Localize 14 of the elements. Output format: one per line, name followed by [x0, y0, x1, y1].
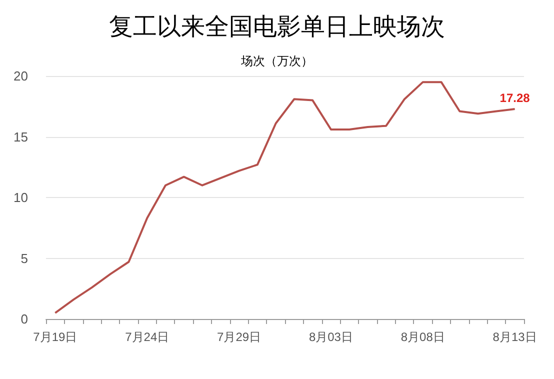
x-tick-label: 7月29日: [217, 330, 262, 344]
y-tick-label: 5: [20, 250, 28, 266]
x-tick-label: 8月08日: [400, 330, 445, 344]
y-tick-label: 0: [20, 312, 28, 326]
x-tick-label: 8月13日: [492, 330, 537, 344]
y-tick-label: 10: [14, 190, 28, 205]
y-tick-label: 15: [14, 129, 28, 144]
data-label: 17.28: [500, 91, 530, 106]
y-tick-label: 20: [14, 68, 28, 84]
x-tick-label: 7月19日: [33, 330, 78, 344]
chart-title: 复工以来全国电影单日上映场次: [109, 14, 445, 40]
x-tick-label: 7月24日: [125, 330, 170, 344]
x-tick-label: 8月03日: [308, 330, 353, 344]
y-axis-title: 场次（万次）: [240, 54, 313, 68]
